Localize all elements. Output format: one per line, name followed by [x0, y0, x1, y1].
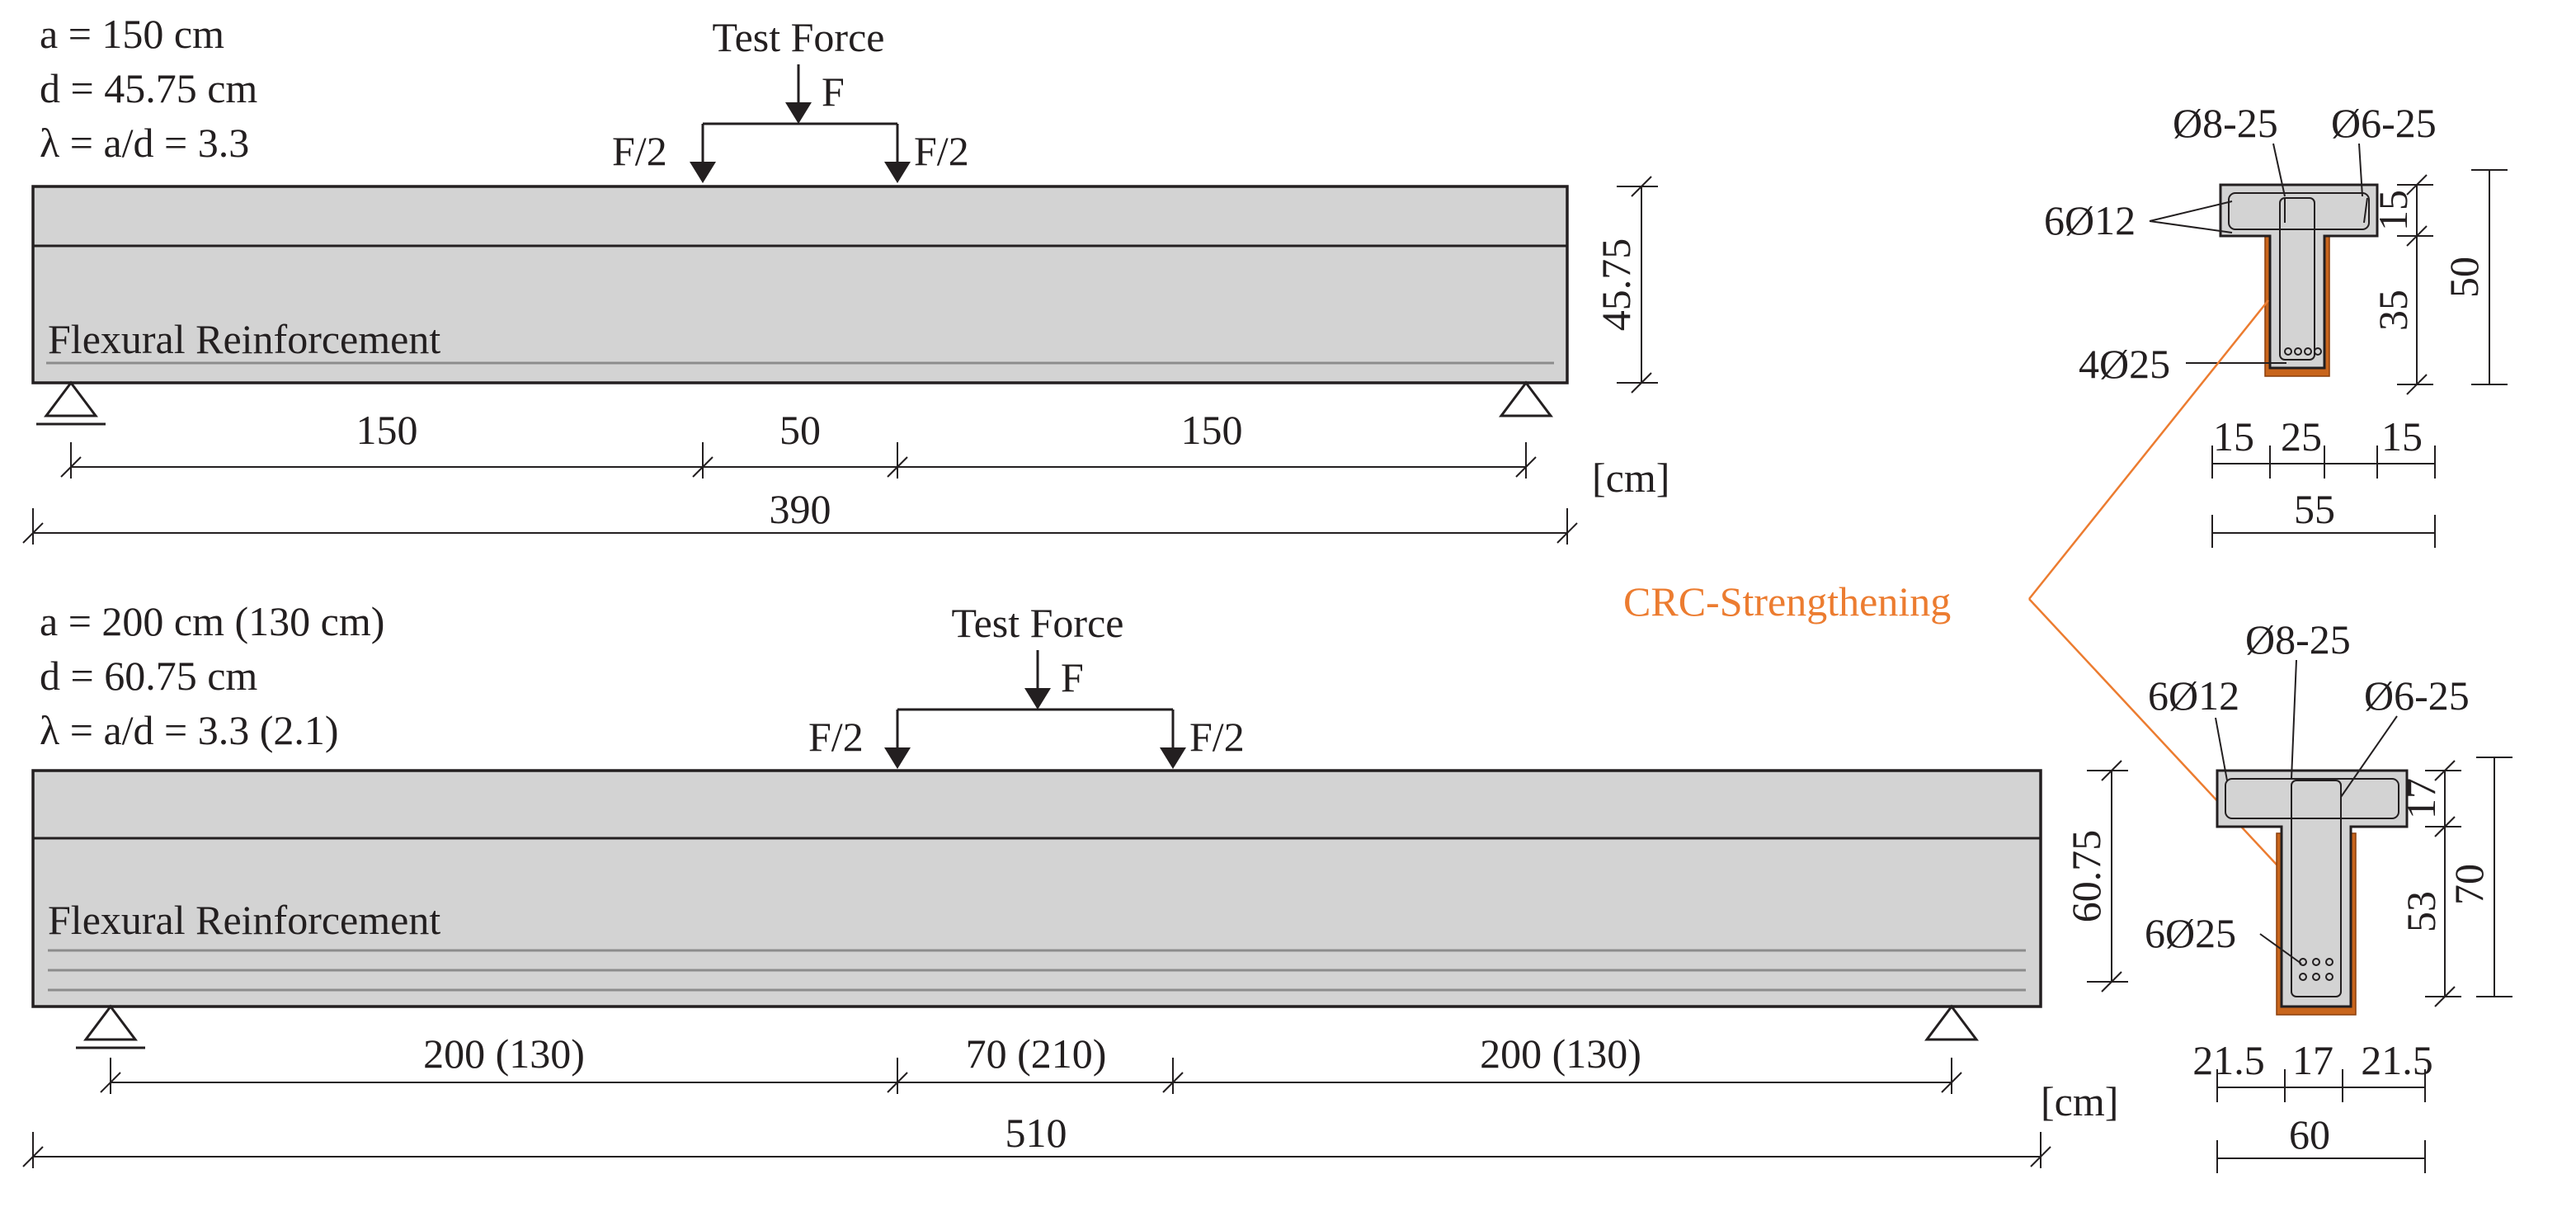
beam-2-span-middle: 70 (210) — [966, 1030, 1107, 1077]
section-2-width-right: 21.5 — [2361, 1037, 2433, 1083]
beam-1-height-dimension — [1617, 176, 1658, 394]
section-2-concrete — [2216, 769, 2409, 1008]
section-1-web-label: 35 — [2370, 290, 2416, 331]
section-1-width-left: 15 — [2213, 413, 2254, 460]
beam-2-span-dimensions — [100, 1058, 1962, 1094]
section-1-total-width: 55 — [2294, 486, 2335, 532]
beam-1-span-middle: 50 — [779, 407, 821, 453]
beam-2-half-force-right: F/2 — [1189, 714, 1245, 760]
section-2-bottom-bars-label: 6Ø25 — [2145, 910, 2236, 956]
section-1-concrete — [2219, 183, 2379, 370]
beam-2-span-right: 200 (130) — [1480, 1030, 1641, 1077]
section-2-bottom-bars — [2299, 958, 2333, 981]
beam-2-load-frame — [884, 650, 1186, 769]
section-2-height-label: 70 — [2446, 864, 2492, 905]
beam-2-total-dimension — [22, 1132, 2051, 1168]
beam-2-param-a: a = 200 cm (130 cm) — [40, 598, 384, 644]
beam-1-total-dimension — [22, 508, 1578, 545]
beam-1-support-left — [36, 380, 106, 426]
section-1-horizontal-dimensions — [2211, 446, 2436, 548]
section-2-flange-label: 17 — [2398, 778, 2444, 819]
beam-1-unit: [cm] — [1592, 455, 1669, 501]
section-1-stirrup-label: Ø8-25 — [2173, 100, 2278, 146]
beam-2-span-left: 200 (130) — [423, 1030, 585, 1077]
section-1-bottom-bars — [2284, 347, 2322, 356]
beam-2-force-label: F — [1061, 654, 1084, 700]
section-2-total-width: 60 — [2289, 1111, 2330, 1157]
beam-1-span-left: 150 — [356, 407, 418, 453]
section-2-horizontal-dimensions — [2216, 1069, 2426, 1173]
beam-2-half-force-left: F/2 — [808, 714, 864, 760]
beam-1-load-frame — [690, 64, 911, 183]
crc-strengthening-callout: CRC-Strengthening — [1623, 299, 2277, 865]
beam-1-span-right: 150 — [1181, 407, 1243, 453]
beam-2-test-force-label: Test Force — [952, 600, 1124, 646]
section-2-stirrup-label: Ø8-25 — [2245, 616, 2351, 662]
beam-1: a = 150 cm d = 45.75 cm λ = a/d = 3.3 Te… — [22, 11, 1669, 545]
section-1-vertical-dimensions — [2397, 169, 2508, 395]
beam-2-support-left — [76, 1004, 145, 1049]
section-1-width-middle: 25 — [2281, 413, 2322, 460]
section-1-height-label: 50 — [2441, 257, 2487, 298]
beam-1-param-d: d = 45.75 cm — [40, 65, 257, 111]
section-2-width-left: 21.5 — [2192, 1037, 2265, 1083]
beam-2-param-d: d = 60.75 cm — [40, 653, 257, 699]
beam-2-body — [31, 769, 2042, 1008]
beam-1-body — [31, 185, 1569, 384]
beam-1-force-label: F — [822, 68, 845, 115]
beam-2-height-label: 60.75 — [2063, 830, 2109, 923]
section-1-width-right: 15 — [2381, 413, 2423, 460]
beam-1-test-force-label: Test Force — [713, 14, 885, 60]
section-2-vertical-dimensions — [2425, 757, 2512, 1007]
section-2-link-label: Ø6-25 — [2364, 672, 2470, 719]
beam-2-param-lambda: λ = a/d = 3.3 (2.1) — [40, 707, 339, 753]
section-1-bottom-bars-label: 4Ø25 — [2079, 341, 2170, 387]
beam-1-param-lambda: λ = a/d = 3.3 — [40, 120, 249, 166]
beam-1-half-force-right: F/2 — [914, 128, 969, 174]
cross-section-1: Ø8-25 Ø6-25 6Ø12 4Ø25 15 35 50 — [2044, 100, 2508, 548]
beam-1-support-right — [1499, 380, 1553, 417]
beam-2: a = 200 cm (130 cm) d = 60.75 cm λ = a/d… — [22, 598, 2128, 1168]
beam-2-total-label: 510 — [1005, 1110, 1067, 1156]
section-1-flange-label: 15 — [2370, 190, 2416, 231]
section-1-link-label: Ø6-25 — [2331, 100, 2437, 146]
beam-1-height-label: 45.75 — [1593, 238, 1639, 332]
beam-1-span-dimensions — [60, 442, 1537, 479]
section-2-width-middle: 17 — [2292, 1037, 2333, 1083]
beam-1-total-label: 390 — [770, 486, 831, 532]
section-1-top-bars-label: 6Ø12 — [2044, 197, 2136, 243]
beam-1-param-a: a = 150 cm — [40, 11, 224, 57]
beam-1-half-force-left: F/2 — [612, 128, 667, 174]
section-2-web-label: 53 — [2398, 891, 2444, 932]
cross-section-2: Ø8-25 Ø6-25 6Ø12 6Ø25 17 53 70 — [2145, 616, 2512, 1173]
beam-2-height-dimension — [2087, 760, 2128, 992]
beam-2-unit: [cm] — [2041, 1078, 2118, 1124]
beam-2-support-right — [1924, 1004, 1979, 1041]
beam-2-reinforcement-label: Flexural Reinforcement — [48, 897, 440, 943]
crc-strengthening-label: CRC-Strengthening — [1623, 578, 1951, 625]
section-2-top-bars-label: 6Ø12 — [2148, 672, 2239, 719]
beam-1-reinforcement-label: Flexural Reinforcement — [48, 316, 440, 362]
